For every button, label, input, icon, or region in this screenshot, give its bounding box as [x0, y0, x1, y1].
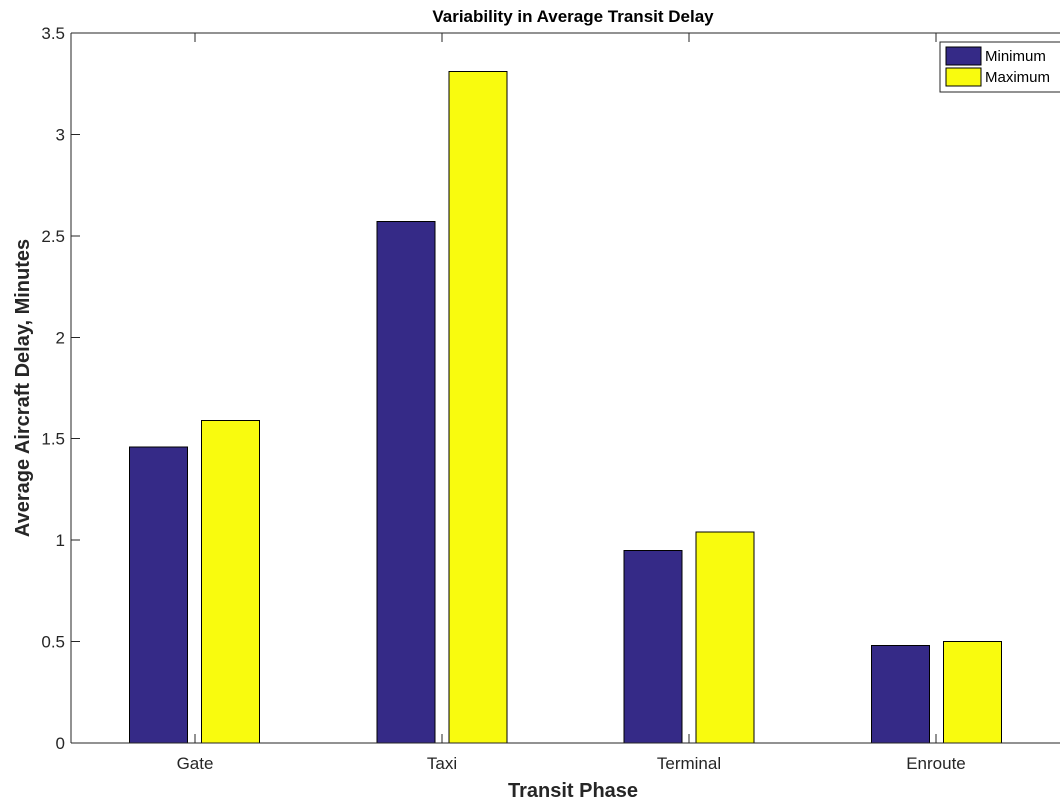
- y-tick-label: 0.5: [41, 633, 65, 652]
- bar-minimum-terminal: [623, 549, 683, 744]
- legend-swatch-minimum: [945, 46, 982, 66]
- axes-layer: 0 0.5 1 1.5 2 2.5 3 3.5 Gate Taxi Terminal Enroute: [41, 24, 1060, 773]
- y-tick-label: 2: [56, 328, 65, 347]
- legend-swatch-maximum: [945, 67, 982, 87]
- bar-maximum-taxi: [448, 71, 508, 744]
- bar-minimum-taxi: [376, 221, 436, 744]
- y-tick-label: 1: [56, 531, 65, 550]
- bar-minimum-enroute: [870, 645, 930, 744]
- legend-label-minimum: Minimum: [985, 48, 1046, 65]
- bars-layer: [129, 71, 1002, 744]
- bar-maximum-gate: [201, 419, 261, 744]
- y-tick-label: 2.5: [41, 227, 65, 246]
- y-tick-label: 0: [56, 734, 65, 753]
- x-tick-label: Terminal: [657, 754, 721, 773]
- y-axis-title: Average Aircraft Delay, Minutes: [12, 239, 34, 537]
- x-tick-label: Enroute: [906, 754, 966, 773]
- x-tick-label: Taxi: [427, 754, 457, 773]
- x-axis-title: Transit Phase: [508, 780, 638, 800]
- chart-title: Variability in Average Transit Delay: [432, 7, 714, 26]
- bar-minimum-gate: [129, 446, 189, 744]
- bar-maximum-enroute: [942, 641, 1002, 744]
- y-tick-label: 3.5: [41, 24, 65, 43]
- y-tick-label: 3: [56, 125, 65, 144]
- y-tick-label: 1.5: [41, 430, 65, 449]
- bar-maximum-terminal: [695, 531, 755, 744]
- legend: Minimum Maximum: [939, 41, 1060, 93]
- legend-label-maximum: Maximum: [985, 69, 1050, 86]
- x-tick-label: Gate: [177, 754, 214, 773]
